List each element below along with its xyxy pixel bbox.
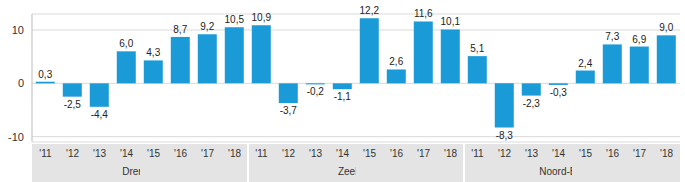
svg-text:'13: '13 — [309, 148, 322, 159]
svg-text:'11: '11 — [39, 148, 52, 159]
svg-text:'13: '13 — [93, 148, 106, 159]
svg-text:'12: '12 — [66, 148, 79, 159]
svg-text:'11: '11 — [255, 148, 268, 159]
svg-text:6,0: 6,0 — [119, 38, 133, 49]
svg-text:-1,1: -1,1 — [334, 91, 352, 102]
svg-text:4,3: 4,3 — [146, 47, 160, 58]
svg-text:0: 0 — [18, 77, 24, 89]
svg-text:'17: '17 — [201, 148, 214, 159]
svg-text:-2,3: -2,3 — [523, 98, 541, 109]
svg-text:-0,2: -0,2 — [307, 86, 325, 97]
svg-text:-8,3: -8,3 — [496, 130, 514, 141]
svg-text:9,2: 9,2 — [200, 21, 214, 32]
svg-text:-3,7: -3,7 — [280, 105, 298, 116]
svg-text:'14: '14 — [336, 148, 349, 159]
svg-text:'17: '17 — [417, 148, 430, 159]
svg-text:'15: '15 — [579, 148, 592, 159]
svg-text:'17: '17 — [633, 148, 646, 159]
svg-text:10,9: 10,9 — [252, 12, 272, 23]
svg-text:-2,5: -2,5 — [64, 99, 82, 110]
svg-text:-10: -10 — [8, 131, 24, 143]
svg-text:'14: '14 — [120, 148, 133, 159]
svg-text:'18: '18 — [228, 148, 241, 159]
svg-text:'12: '12 — [282, 148, 295, 159]
svg-text:'12: '12 — [498, 148, 511, 159]
svg-text:'18: '18 — [660, 148, 673, 159]
svg-text:2,6: 2,6 — [389, 56, 403, 67]
svg-text:'11: '11 — [471, 148, 484, 159]
svg-text:'13: '13 — [525, 148, 538, 159]
svg-text:-0,3: -0,3 — [550, 87, 568, 98]
svg-text:10,5: 10,5 — [225, 14, 245, 25]
svg-text:'18: '18 — [444, 148, 457, 159]
svg-text:10,1: 10,1 — [441, 16, 461, 27]
svg-text:7,3: 7,3 — [605, 31, 619, 42]
svg-text:'16: '16 — [606, 148, 619, 159]
svg-text:11,6: 11,6 — [414, 8, 433, 19]
svg-text:'14: '14 — [552, 148, 565, 159]
svg-text:5,1: 5,1 — [470, 43, 484, 54]
svg-text:8,7: 8,7 — [173, 24, 187, 35]
svg-text:-4,4: -4,4 — [91, 109, 109, 120]
svg-text:6,9: 6,9 — [632, 34, 646, 45]
svg-text:12,2: 12,2 — [360, 5, 380, 16]
svg-text:0,3: 0,3 — [38, 69, 52, 80]
svg-text:'16: '16 — [174, 148, 187, 159]
svg-text:'15: '15 — [363, 148, 376, 159]
svg-text:2,4: 2,4 — [578, 58, 592, 69]
svg-text:'15: '15 — [147, 148, 160, 159]
svg-text:'16: '16 — [390, 148, 403, 159]
svg-text:9,0: 9,0 — [659, 22, 673, 33]
svg-text:10: 10 — [12, 24, 24, 36]
